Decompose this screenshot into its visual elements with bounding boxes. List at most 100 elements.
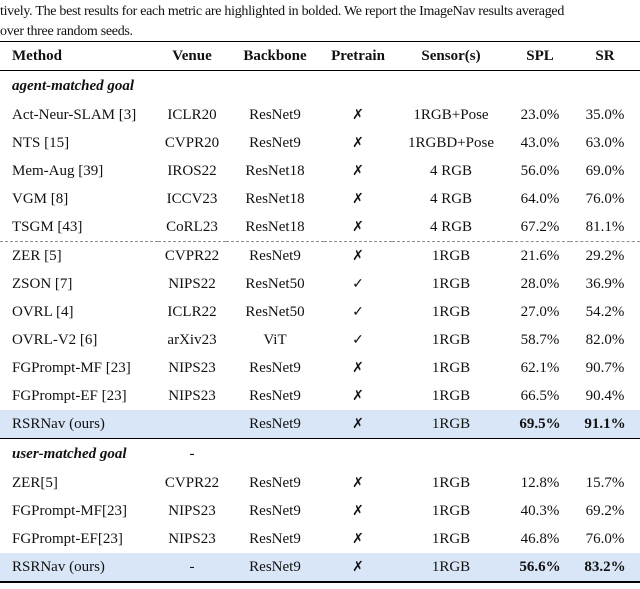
cell-sensors: 1RGB xyxy=(431,359,471,376)
table-caption: tively. The best results for each metric… xyxy=(0,0,640,41)
cell-sr: 76.0% xyxy=(585,530,625,547)
cell-sensors: 1RGB xyxy=(431,275,471,292)
cross-icon: ✗ xyxy=(352,531,364,547)
cell-venue: NIPS23 xyxy=(168,387,216,404)
cross-icon: ✗ xyxy=(352,388,364,404)
cell-sr: 90.4% xyxy=(585,387,625,404)
cell-method: FGPrompt-MF[23] xyxy=(12,502,128,519)
cell-sensors: 4 RGB xyxy=(429,218,473,235)
cell-spl: 66.5% xyxy=(520,387,560,404)
cell-backbone: ResNet9 xyxy=(249,502,301,519)
cell-sensors: 1RGB xyxy=(392,241,510,270)
section-venue-note: - xyxy=(189,445,195,462)
section-header-row: user-matched goal - xyxy=(0,439,640,470)
cell-sr: 81.1% xyxy=(585,218,625,235)
cell-sr: 54.2% xyxy=(585,303,625,320)
cell-backbone: ResNet9 xyxy=(249,387,301,404)
cross-icon: ✗ xyxy=(352,360,364,376)
table-row: Mem-Aug [39] IROS22 ResNet18 ✗ 4 RGB 56.0% 69.… xyxy=(0,157,640,185)
cell-sensors: 4 RGB xyxy=(429,190,473,207)
cell-sr: 69.0% xyxy=(585,162,625,179)
cell-sr: 35.0% xyxy=(585,106,625,123)
cross-icon: ✗ xyxy=(324,553,392,582)
cell-backbone: ResNet9 xyxy=(249,530,301,547)
cell-method: OVRL [4] xyxy=(12,303,74,320)
section-spacer xyxy=(226,439,640,470)
cell-venue: CVPR20 xyxy=(164,134,220,151)
cell-venue: IROS22 xyxy=(167,162,217,179)
column-header-sr: SR xyxy=(570,41,640,71)
cell-venue: CVPR22 xyxy=(164,474,220,491)
table-row: FGPrompt-MF[23] NIPS23 ResNet9 ✗ 1RGB 40.3% 69… xyxy=(0,497,640,525)
table-row: OVRL [4] ICLR22 ResNet50 ✓ 1RGB 27.0% 54.2% xyxy=(0,298,640,326)
table-row: NTS [15] CVPR20 ResNet9 ✗ 1RGBD+Pose 43.0% 63.… xyxy=(0,129,640,157)
cell-sr: 36.9% xyxy=(585,275,625,292)
section-spacer xyxy=(226,71,640,102)
header-row: Method Venue Backbone Pretrain Sensor(s) SPL S… xyxy=(0,41,640,71)
cross-icon: ✗ xyxy=(352,191,364,207)
cell-sensors: 1RGBD+Pose xyxy=(408,134,494,151)
cell-sensors: 1RGB xyxy=(431,474,471,491)
cell-method: OVRL-V2 [6] xyxy=(12,331,98,348)
cell-spl: 28.0% xyxy=(520,275,560,292)
cell-backbone: ResNet9 xyxy=(249,106,301,123)
table-row: ZSON [7] NIPS22 ResNet50 ✓ 1RGB 28.0% 36.9% xyxy=(0,270,640,298)
table-row: RSRNav (ours) - ResNet9 ✗ 1RGB 56.6% 83.2% xyxy=(0,553,640,582)
cell-backbone: ResNet18 xyxy=(245,162,305,179)
cell-spl: 40.3% xyxy=(520,502,560,519)
cell-spl: 23.0% xyxy=(520,106,560,123)
cell-sr: 83.2% xyxy=(570,553,640,582)
cell-sensors: 1RGB xyxy=(431,502,471,519)
cell-spl: 58.7% xyxy=(520,331,560,348)
cell-method: ZER[5] xyxy=(12,474,58,491)
column-header-pretrain: Pretrain xyxy=(324,41,392,71)
check-icon: ✓ xyxy=(352,304,364,320)
column-header-venue: Venue xyxy=(158,41,226,71)
cell-sensors: 1RGB xyxy=(431,303,471,320)
cell-backbone: ResNet50 xyxy=(245,275,305,292)
cross-icon: ✗ xyxy=(352,475,364,491)
table-body: agent-matched goal Act-Neur-SLAM [3] ICLR2… xyxy=(0,71,640,582)
cell-sr: 29.2% xyxy=(570,241,640,270)
cross-icon: ✗ xyxy=(352,135,364,151)
cell-backbone: ResNet18 xyxy=(245,218,305,235)
cell-method: VGM [8] xyxy=(12,190,69,207)
cell-method: ZER [5] xyxy=(0,241,158,270)
cell-venue: NIPS23 xyxy=(168,502,216,519)
cell-sensors: 1RGB xyxy=(431,331,471,348)
cell-backbone: ResNet9 xyxy=(226,553,324,582)
check-icon: ✓ xyxy=(352,276,364,292)
results-table: Method Venue Backbone Pretrain Sensor(s) SPL S… xyxy=(0,41,640,583)
table-row: VGM [8] ICCV23 ResNet18 ✗ 4 RGB 64.0% 76.0% xyxy=(0,185,640,213)
cell-spl: 56.6% xyxy=(510,553,570,582)
caption-line-2: over three random seeds. xyxy=(0,23,133,39)
cell-method: FGPrompt-EF[23] xyxy=(12,530,123,547)
cell-venue: NIPS23 xyxy=(168,530,216,547)
cell-sr: 82.0% xyxy=(585,331,625,348)
cell-method: Mem-Aug [39] xyxy=(12,162,104,179)
cell-backbone: ResNet18 xyxy=(245,190,305,207)
cell-backbone: ResNet9 xyxy=(226,410,324,439)
cell-spl: 69.5% xyxy=(510,410,570,439)
section-venue-note xyxy=(158,71,226,102)
cell-venue: ICLR22 xyxy=(167,303,217,320)
cell-spl: 27.0% xyxy=(520,303,560,320)
cell-sr: 76.0% xyxy=(585,190,625,207)
table-row: FGPrompt-EF [23] NIPS23 ResNet9 ✗ 1RGB 66.5% 9… xyxy=(0,382,640,410)
cell-method: Act-Neur-SLAM [3] xyxy=(12,106,137,123)
table-header: Method Venue Backbone Pretrain Sensor(s) SPL S… xyxy=(0,41,640,71)
cell-sensors: 1RGB xyxy=(392,410,510,439)
cell-backbone: ResNet50 xyxy=(245,303,305,320)
cell-backbone: ResNet9 xyxy=(226,241,324,270)
cross-icon: ✗ xyxy=(352,163,364,179)
cell-sensors: 1RGB xyxy=(431,387,471,404)
cell-method: RSRNav (ours) xyxy=(0,553,158,582)
cell-venue: arXiv23 xyxy=(167,331,217,348)
cell-method: FGPrompt-MF [23] xyxy=(12,359,131,376)
cell-sensors: 1RGB xyxy=(431,530,471,547)
table-row: FGPrompt-MF [23] NIPS23 ResNet9 ✗ 1RGB 62.1% 9… xyxy=(0,354,640,382)
column-header-sensors: Sensor(s) xyxy=(392,41,510,71)
cell-venue: NIPS23 xyxy=(168,359,216,376)
cell-venue: ICLR20 xyxy=(167,106,217,123)
